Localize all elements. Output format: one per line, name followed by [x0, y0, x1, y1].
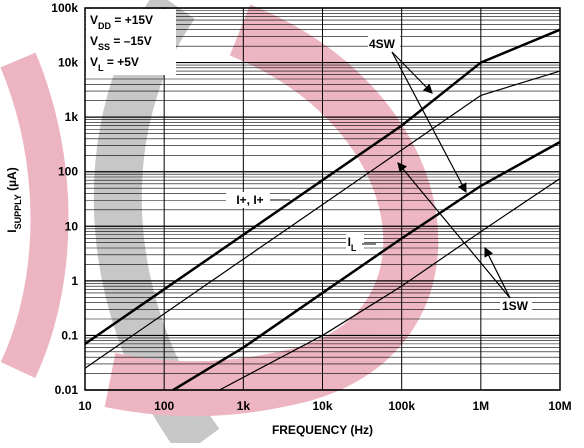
annotation-bg — [346, 234, 364, 254]
x-tick-label: 1M — [472, 399, 489, 413]
plot-frame — [84, 7, 561, 391]
annotation-bg — [368, 36, 400, 52]
text-part: (µA) — [5, 167, 19, 194]
text-part: I — [348, 235, 351, 249]
text-part: = –15V — [110, 34, 152, 48]
x-tick-label: 100k — [388, 399, 415, 413]
annotation: 1SW — [502, 299, 529, 313]
text-part: I+, I+ — [236, 193, 263, 207]
x-axis-title: FREQUENCY (Hz) — [272, 423, 373, 437]
annotation-arrow — [397, 162, 511, 299]
annotation-arrow — [484, 246, 511, 299]
subscript: SS — [98, 42, 110, 52]
text-part: = +5V — [104, 55, 139, 69]
x-tick-label: 10 — [78, 399, 92, 413]
annotation-arrow — [391, 51, 467, 194]
conditions-box — [86, 9, 176, 75]
series-line — [172, 140, 561, 392]
labels: 0.01 0.1 1 10 100 1k 10k 100k 10 100 1k 10k 100k 1M 10… — [5, 1, 572, 437]
y-tick-label: 0.1 — [61, 328, 78, 342]
series-line — [84, 28, 561, 345]
text-part: V — [90, 55, 98, 69]
series-line — [219, 178, 561, 391]
x-tick-label: 10M — [548, 399, 571, 413]
annotation: IL — [348, 235, 357, 253]
y-tick-label: 100 — [58, 165, 78, 179]
annotation-bg — [500, 298, 532, 314]
annotation-arrow — [391, 51, 433, 94]
text-part: I — [5, 229, 19, 232]
x-tick-label: 1k — [237, 399, 251, 413]
y-tick-label: 10k — [58, 56, 78, 70]
y-tick-label: 0.01 — [55, 383, 79, 397]
y-tick-label: 1 — [71, 274, 78, 288]
condition: VDD = +15V — [90, 13, 153, 31]
x-tick-label: 100 — [154, 399, 174, 413]
text-part: V — [90, 34, 98, 48]
condition: VSS = –15V — [90, 34, 152, 52]
grid — [84, 7, 561, 391]
y-tick-label: 100k — [51, 1, 78, 15]
annotation-bg — [226, 192, 270, 208]
y-axis-title: ISUPPLY (µA) — [5, 167, 23, 232]
text-part: = +15V — [111, 13, 153, 27]
y-tick-label: 1k — [65, 110, 79, 124]
subscript: L — [351, 243, 357, 253]
text-part: 1SW — [502, 299, 529, 313]
annotation: 4SW — [369, 37, 396, 51]
x-tick-label: 10k — [312, 399, 332, 413]
subscript: L — [98, 63, 104, 73]
subscript: SUPPLY — [13, 194, 23, 229]
y-tick-label: 10 — [65, 219, 79, 233]
condition: VL = +5V — [90, 55, 139, 73]
lines — [84, 28, 561, 392]
text-part: 4SW — [369, 37, 396, 51]
series-line — [84, 70, 561, 369]
annotation: I+, I+ — [236, 193, 263, 207]
text-part: V — [90, 13, 98, 27]
subscript: DD — [98, 21, 111, 31]
